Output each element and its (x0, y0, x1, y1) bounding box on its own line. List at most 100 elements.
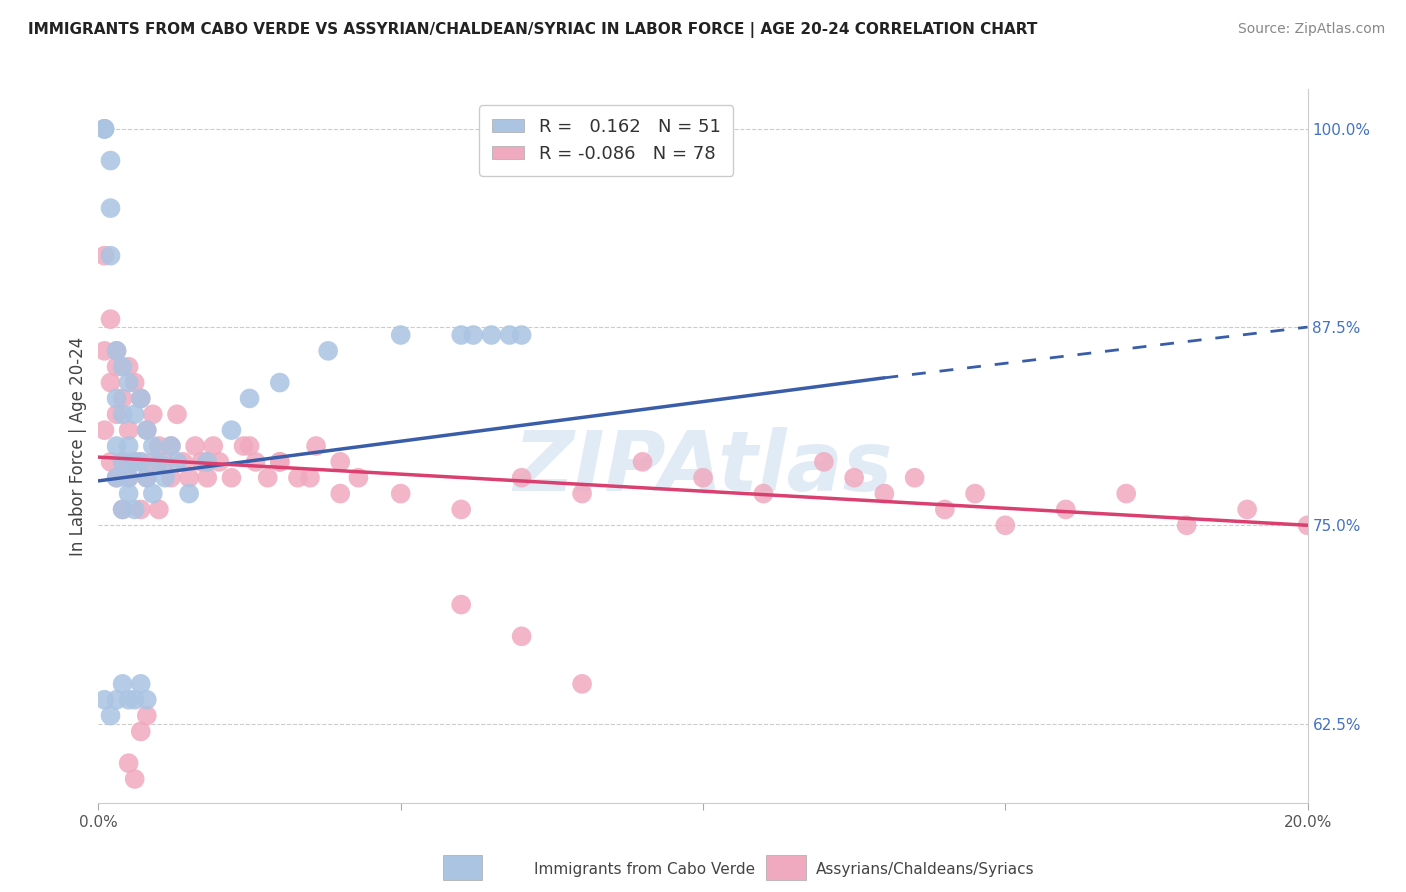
Point (153, 455, 176, 469)
Point (195, 455, 218, 469)
Point (269, 376, 291, 390)
Point (179, 471, 201, 485)
Point (142, 407, 165, 421)
Point (221, 423, 243, 437)
Point (389, 328, 412, 343)
Point (105, 359, 128, 374)
Point (305, 439, 328, 453)
Point (100, 708, 122, 723)
Point (481, 328, 503, 343)
Point (100, 249, 122, 263)
Point (135, 423, 157, 437)
Point (463, 328, 485, 343)
Point (450, 598, 472, 612)
Point (100, 201, 122, 215)
Point (135, 423, 157, 437)
Point (160, 471, 183, 485)
Point (135, 708, 157, 723)
Point (256, 471, 278, 485)
Point (111, 407, 134, 421)
Point (692, 471, 714, 485)
Point (135, 692, 157, 706)
Point (1175, 518, 1198, 533)
Y-axis label: In Labor Force | Age 20-24: In Labor Force | Age 20-24 (69, 336, 87, 556)
Point (93, 121, 115, 136)
Point (813, 455, 835, 469)
Point (752, 486, 775, 500)
Point (195, 471, 218, 485)
Point (111, 392, 134, 406)
Point (124, 692, 146, 706)
Point (148, 439, 170, 453)
Point (329, 486, 352, 500)
Point (239, 439, 262, 453)
Point (105, 343, 128, 358)
Point (118, 471, 141, 485)
Point (153, 471, 176, 485)
Point (510, 328, 533, 343)
Point (148, 455, 170, 469)
Point (934, 502, 956, 516)
Point (124, 407, 146, 421)
Point (299, 471, 322, 485)
Point (111, 502, 134, 516)
Point (118, 359, 141, 374)
Point (124, 502, 146, 516)
Point (111, 502, 134, 516)
Point (571, 486, 593, 500)
Point (166, 407, 188, 421)
Point (166, 455, 188, 469)
Point (287, 471, 309, 485)
Point (129, 502, 152, 516)
Point (347, 471, 370, 485)
Point (118, 756, 141, 771)
Point (129, 724, 152, 739)
Text: ZIPAtlas: ZIPAtlas (513, 427, 893, 508)
Point (93, 249, 115, 263)
Point (129, 455, 152, 469)
Point (316, 343, 339, 358)
Point (93, 343, 115, 358)
Legend: R =   0.162   N = 51, R = -0.086   N = 78: R = 0.162 N = 51, R = -0.086 N = 78 (479, 105, 734, 176)
Point (124, 772, 146, 786)
Point (1296, 518, 1319, 533)
Point (389, 486, 412, 500)
Point (239, 392, 262, 406)
Point (142, 486, 165, 500)
Point (111, 455, 134, 469)
Point (105, 692, 128, 706)
Point (904, 471, 927, 485)
Point (190, 455, 212, 469)
Point (1236, 502, 1258, 516)
Point (208, 455, 231, 469)
Point (111, 677, 134, 691)
Point (124, 455, 146, 469)
Point (873, 486, 896, 500)
Point (510, 471, 533, 485)
Point (994, 518, 1017, 533)
Point (232, 439, 254, 453)
Point (571, 677, 593, 691)
Point (1115, 486, 1137, 500)
Point (118, 376, 141, 390)
Text: IMMIGRANTS FROM CABO VERDE VS ASSYRIAN/CHALDEAN/SYRIAC IN LABOR FORCE | AGE 20-2: IMMIGRANTS FROM CABO VERDE VS ASSYRIAN/C… (28, 22, 1038, 38)
Point (105, 392, 128, 406)
Point (245, 455, 267, 469)
Point (329, 455, 352, 469)
Point (100, 153, 122, 168)
Point (118, 471, 141, 485)
Point (93, 423, 115, 437)
Point (118, 439, 141, 453)
Point (148, 502, 170, 516)
Point (510, 629, 533, 643)
Point (124, 376, 146, 390)
Point (631, 455, 654, 469)
Point (221, 471, 243, 485)
Point (269, 455, 291, 469)
Point (1054, 502, 1077, 516)
Point (118, 423, 141, 437)
Point (105, 471, 128, 485)
Point (105, 471, 128, 485)
Point (160, 439, 183, 453)
Point (111, 359, 134, 374)
